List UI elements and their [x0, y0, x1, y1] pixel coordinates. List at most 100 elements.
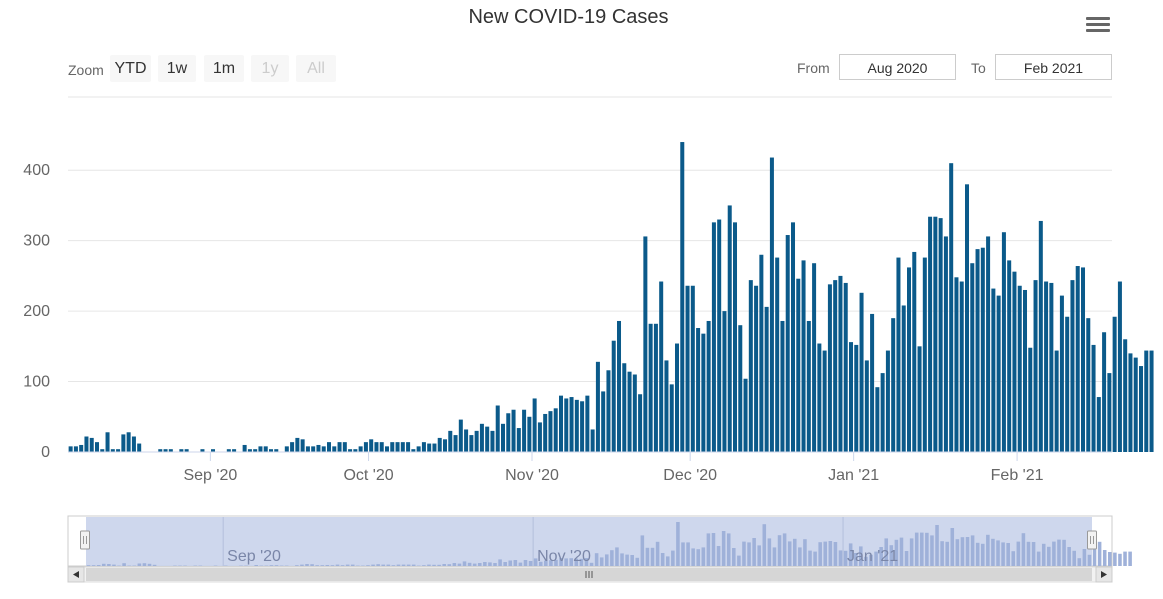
bar[interactable]	[342, 442, 347, 452]
bar[interactable]	[690, 285, 695, 452]
bar[interactable]	[838, 275, 843, 452]
bar[interactable]	[738, 325, 743, 452]
bar[interactable]	[443, 439, 448, 452]
bar[interactable]	[448, 430, 453, 452]
bar[interactable]	[754, 285, 759, 452]
bar[interactable]	[569, 397, 574, 452]
bar[interactable]	[543, 413, 548, 452]
bar[interactable]	[363, 442, 368, 452]
bar[interactable]	[769, 157, 774, 453]
bar[interactable]	[84, 436, 89, 453]
bar[interactable]	[1086, 318, 1091, 452]
scrollbar[interactable]	[67, 566, 1113, 583]
bar[interactable]	[68, 446, 73, 452]
bar[interactable]	[827, 284, 832, 452]
from-date-input[interactable]: Aug 2020	[839, 54, 956, 80]
bar[interactable]	[295, 437, 300, 452]
bar[interactable]	[553, 408, 558, 452]
bar[interactable]	[79, 444, 84, 452]
bar[interactable]	[131, 436, 136, 453]
bar[interactable]	[601, 391, 606, 452]
bar[interactable]	[432, 443, 437, 452]
navigator-selection[interactable]	[86, 517, 1092, 566]
bar[interactable]	[1044, 281, 1049, 452]
bar[interactable]	[896, 257, 901, 452]
bar[interactable]	[1139, 366, 1144, 452]
bar[interactable]	[506, 413, 511, 452]
bar[interactable]	[321, 446, 326, 452]
bar[interactable]	[400, 442, 405, 452]
bar[interactable]	[511, 409, 516, 452]
bar[interactable]	[775, 257, 780, 452]
bar[interactable]	[812, 263, 817, 452]
bar[interactable]	[89, 437, 94, 452]
bar[interactable]	[1017, 285, 1022, 452]
bar[interactable]	[669, 384, 674, 452]
bar[interactable]	[928, 216, 933, 452]
bar[interactable]	[1033, 280, 1038, 452]
bar[interactable]	[474, 430, 479, 452]
bar[interactable]	[901, 305, 906, 452]
bar[interactable]	[796, 278, 801, 452]
bar[interactable]	[833, 280, 838, 452]
bar[interactable]	[706, 320, 711, 452]
bar[interactable]	[305, 446, 310, 452]
bar[interactable]	[516, 428, 521, 452]
bar[interactable]	[849, 342, 854, 452]
bar[interactable]	[421, 442, 426, 452]
bar[interactable]	[711, 222, 716, 452]
bar[interactable]	[1054, 350, 1059, 452]
bar[interactable]	[817, 343, 822, 452]
bar[interactable]	[226, 449, 231, 452]
bar[interactable]	[727, 205, 732, 452]
bar[interactable]	[406, 442, 411, 452]
bar[interactable]	[917, 346, 922, 452]
bar[interactable]	[464, 429, 469, 452]
bar[interactable]	[501, 423, 506, 452]
bar[interactable]	[617, 320, 622, 452]
bar[interactable]	[385, 446, 390, 452]
bar[interactable]	[1117, 281, 1122, 452]
bar[interactable]	[116, 449, 121, 452]
bar[interactable]	[991, 288, 996, 452]
bar[interactable]	[785, 235, 790, 452]
bar[interactable]	[95, 442, 100, 452]
bar[interactable]	[870, 313, 875, 452]
bar[interactable]	[416, 446, 421, 452]
bar[interactable]	[179, 449, 184, 452]
bar[interactable]	[595, 361, 600, 452]
bar[interactable]	[527, 416, 532, 452]
bar[interactable]	[110, 449, 115, 452]
bar[interactable]	[1023, 289, 1028, 452]
bar[interactable]	[986, 236, 991, 452]
bar[interactable]	[632, 374, 637, 452]
bar[interactable]	[395, 442, 400, 452]
bar[interactable]	[232, 449, 237, 452]
bar[interactable]	[437, 437, 442, 452]
bar[interactable]	[717, 219, 722, 452]
bar[interactable]	[854, 344, 859, 452]
bar[interactable]	[875, 387, 880, 452]
bar[interactable]	[954, 277, 959, 452]
bar[interactable]	[1075, 266, 1080, 452]
bar[interactable]	[1112, 316, 1117, 452]
bar[interactable]	[453, 435, 458, 452]
bar[interactable]	[258, 446, 263, 452]
bar[interactable]	[1007, 260, 1012, 452]
bar[interactable]	[374, 442, 379, 452]
bar[interactable]	[648, 323, 653, 452]
navigator-left-handle[interactable]	[80, 530, 90, 550]
bar[interactable]	[559, 395, 564, 452]
bar[interactable]	[1081, 267, 1086, 452]
bar[interactable]	[316, 444, 321, 452]
bar[interactable]	[184, 449, 189, 452]
bar[interactable]	[490, 430, 495, 452]
bar[interactable]	[653, 323, 658, 452]
bar[interactable]	[996, 295, 1001, 452]
bar[interactable]	[495, 405, 500, 452]
bar[interactable]	[780, 320, 785, 452]
bar[interactable]	[643, 236, 648, 452]
bar[interactable]	[664, 360, 669, 452]
bar[interactable]	[801, 260, 806, 452]
bar[interactable]	[1133, 357, 1138, 452]
